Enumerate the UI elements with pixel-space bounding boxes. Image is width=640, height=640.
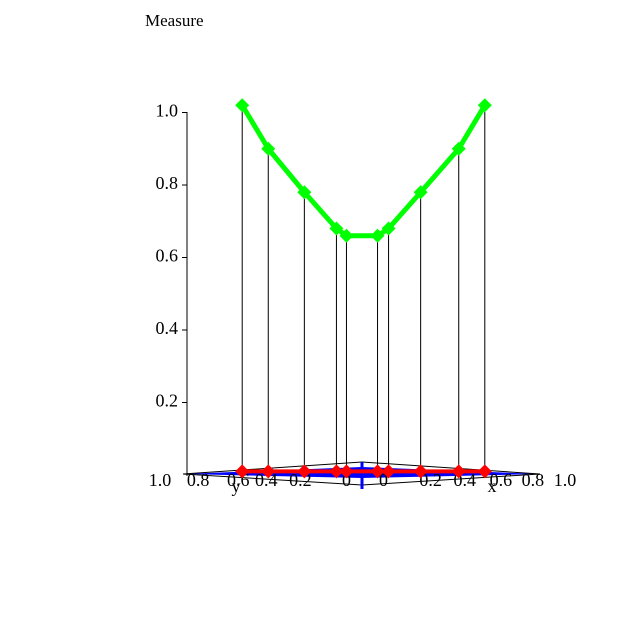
x-tick-label: 0 [342, 470, 351, 490]
x-tick-label: 0.2 [419, 470, 442, 490]
point [297, 185, 312, 200]
point [451, 464, 466, 479]
point [235, 464, 250, 479]
point [381, 464, 396, 479]
chart-title: Measure [145, 11, 204, 30]
x-tick-label: 0.4 [255, 470, 278, 490]
point [381, 221, 396, 236]
point [329, 221, 344, 236]
point [261, 464, 276, 479]
y-tick-label: 0.2 [156, 391, 179, 411]
point [451, 141, 466, 156]
y-tick-label: 0.8 [156, 173, 179, 193]
x-axis-label: x [488, 476, 497, 496]
point [339, 464, 354, 479]
point [329, 464, 344, 479]
y-tick-label: 0.6 [156, 246, 179, 266]
point [413, 464, 428, 479]
y-axis-label: y [232, 476, 241, 496]
x-tick-label: 0 [379, 470, 388, 490]
x-tick-label: 0.8 [522, 470, 545, 490]
y-tick-label: 1.0 [156, 101, 179, 121]
x-tick-label: 1.0 [554, 470, 577, 490]
point [477, 98, 492, 113]
point [370, 228, 385, 243]
point [261, 141, 276, 156]
series-line [240, 103, 487, 239]
x-tick-label: 0.8 [187, 470, 210, 490]
x-tick-label: 1.0 [149, 470, 172, 490]
point [413, 185, 428, 200]
y-tick-label: 0.4 [156, 318, 179, 338]
point [297, 464, 312, 479]
point [235, 98, 250, 113]
point [370, 464, 385, 479]
base-plane [182, 461, 541, 486]
x-tick-label: 0.6 [490, 470, 513, 490]
point [477, 464, 492, 479]
point [339, 228, 354, 243]
